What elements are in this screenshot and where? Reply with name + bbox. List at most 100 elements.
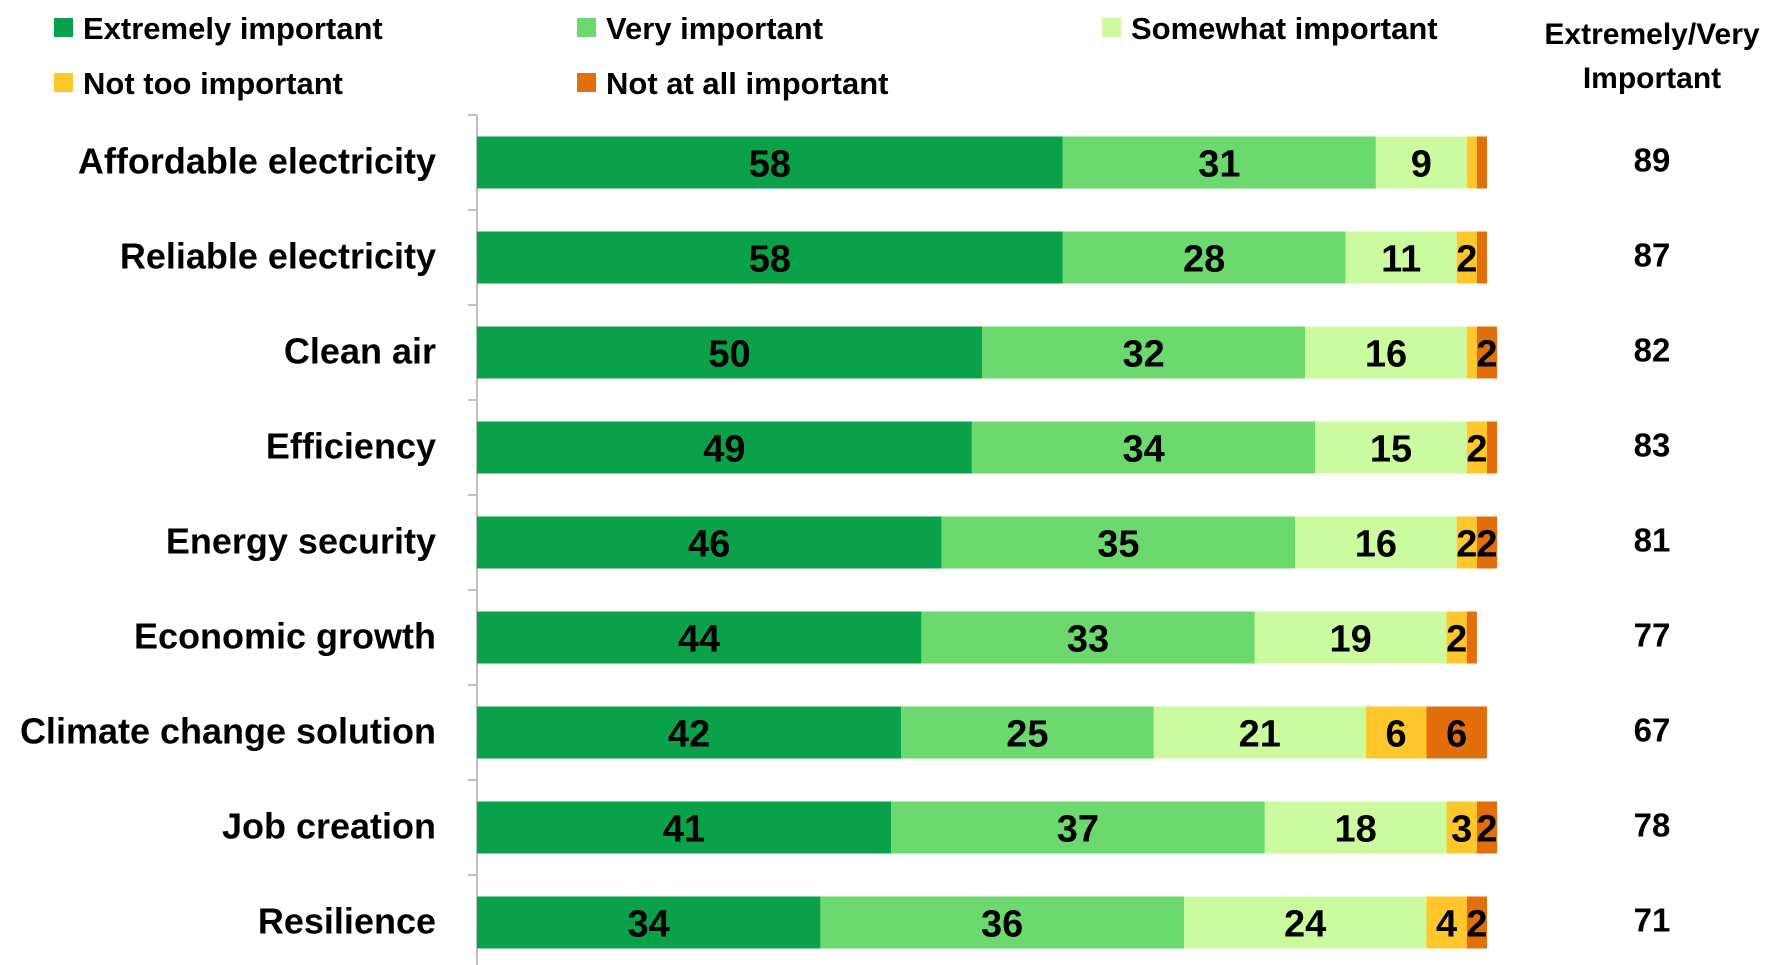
- bar-segment-not-at-all-important: [1466, 896, 1487, 949]
- bar-segment-somewhat-important: [1375, 136, 1467, 189]
- data-label-somewhat-important: 15: [1370, 429, 1412, 471]
- bar-segment-very-important: [941, 516, 1296, 569]
- bar-row-resilience: 34 36 24 4 2: [477, 896, 1487, 949]
- legend-label-very-important: Very important: [606, 11, 823, 46]
- category-label: Reliable electricity: [120, 236, 436, 277]
- bar-segment-not-too-important: [1446, 611, 1467, 664]
- data-label-very-important: 32: [1122, 334, 1164, 376]
- category-label: Efficiency: [266, 426, 436, 467]
- data-label-not-at-all-important: 2: [1466, 904, 1487, 946]
- data-label-not-at-all-important: 2: [1476, 809, 1497, 851]
- data-label-not-too-important: 3: [1451, 809, 1472, 851]
- bar-segment-not-at-all-important: [1487, 421, 1498, 474]
- data-label-not-too-important: 2: [1466, 429, 1487, 471]
- data-label-extremely-important: 44: [678, 619, 720, 661]
- category-label: Climate change solution: [20, 711, 436, 752]
- category-label: Energy security: [166, 521, 436, 562]
- legend-label-not-at-all-important: Not at all important: [606, 66, 888, 101]
- data-label-not-too-important: 4: [1436, 904, 1457, 946]
- bar-segment-somewhat-important: [1264, 801, 1447, 854]
- data-label-extremely-important: 34: [628, 904, 670, 946]
- bar-segment-not-too-important: [1365, 706, 1427, 759]
- data-label-not-at-all-important: 2: [1476, 524, 1497, 566]
- data-label-extremely-important: 42: [668, 714, 710, 756]
- legend: Extremely important Very important Somewha…: [54, 11, 1438, 101]
- data-label-not-too-important: 2: [1456, 524, 1477, 566]
- bar-segment-not-at-all-important: [1476, 326, 1498, 379]
- bar-row-energy-security: 46 35 16 2 2: [477, 516, 1498, 569]
- total-value: 77: [1634, 617, 1671, 654]
- bar-segment-not-at-all-important: [1476, 136, 1487, 189]
- total-value: 83: [1634, 427, 1671, 464]
- legend-swatch-not-at-all-important: [577, 73, 596, 92]
- data-label-not-too-important: 2: [1446, 619, 1467, 661]
- bar-segment-very-important: [921, 611, 1255, 664]
- data-label-very-important: 36: [981, 904, 1023, 946]
- bar-segment-somewhat-important: [1184, 896, 1427, 949]
- category-label: Job creation: [222, 806, 436, 847]
- bar-segment-somewhat-important: [1305, 326, 1467, 379]
- bar-segment-not-at-all-important: [1476, 801, 1498, 854]
- bar-segment-very-important: [891, 801, 1265, 854]
- bar-segment-very-important: [1062, 136, 1376, 189]
- total-value: 67: [1634, 712, 1671, 749]
- bar-segment-extremely-important: [477, 706, 902, 759]
- data-label-somewhat-important: 11: [1381, 239, 1421, 281]
- data-label-very-important: 25: [1006, 714, 1048, 756]
- bar-segment-not-at-all-important: [1466, 611, 1477, 664]
- data-label-somewhat-important: 19: [1330, 619, 1372, 661]
- bar-segment-very-important: [901, 706, 1154, 759]
- bar-row-reliable-electricity: 58 28 11 2: [477, 231, 1487, 284]
- bar-row-clean-air: 50 32 16 2: [477, 326, 1498, 379]
- data-label-very-important: 34: [1122, 429, 1164, 471]
- totals-header: Extremely/Very Important: [1544, 18, 1759, 95]
- legend-swatch-not-too-important: [54, 73, 73, 92]
- bar-segment-not-at-all-important: [1476, 516, 1498, 569]
- bar-segment-extremely-important: [477, 231, 1063, 284]
- bar-segment-not-too-important: [1466, 326, 1477, 379]
- bar-row-climate-change-solution: 42 25 21 6 6: [477, 706, 1487, 759]
- data-label-not-too-important: 2: [1456, 239, 1477, 281]
- bar-segment-extremely-important: [477, 421, 972, 474]
- legend-label-extremely-important: Extremely important: [83, 11, 383, 46]
- data-label-extremely-important: 46: [688, 524, 730, 566]
- bar-segment-not-too-important: [1456, 231, 1477, 284]
- data-label-very-important: 37: [1057, 809, 1099, 851]
- data-label-extremely-important: 58: [749, 239, 791, 281]
- bar-row-economic-growth: 44 33 19 2: [477, 611, 1477, 664]
- totals-header-line-1: Extremely/Very: [1544, 18, 1759, 51]
- totals-header-line-2: Important: [1583, 62, 1721, 95]
- bar-segment-extremely-important: [477, 516, 942, 569]
- data-label-somewhat-important: 21: [1239, 714, 1281, 756]
- bar-segment-not-too-important: [1466, 421, 1487, 474]
- data-label-very-important: 33: [1067, 619, 1109, 661]
- category-label: Economic growth: [134, 616, 436, 657]
- total-value: 87: [1634, 237, 1671, 274]
- data-label-not-at-all-important: 6: [1446, 714, 1467, 756]
- data-label-very-important: 35: [1097, 524, 1139, 566]
- bar-row-affordable-electricity: 58 31 9: [477, 136, 1487, 189]
- data-label-somewhat-important: 24: [1284, 904, 1326, 946]
- data-label-somewhat-important: 9: [1411, 144, 1432, 186]
- bar-segment-somewhat-important: [1345, 231, 1457, 284]
- data-label-not-too-important: 6: [1386, 714, 1407, 756]
- bar-row-job-creation: 41 37 18 3 2: [477, 801, 1498, 854]
- total-value: 82: [1634, 332, 1671, 369]
- bar-segment-not-at-all-important: [1476, 231, 1487, 284]
- legend-swatch-very-important: [577, 18, 596, 37]
- legend-swatch-extremely-important: [54, 18, 73, 37]
- bar-segment-very-important: [971, 421, 1316, 474]
- data-label-extremely-important: 41: [663, 809, 705, 851]
- bar-segment-not-too-important: [1446, 801, 1477, 854]
- totals-column: 89 87 82 83 81 77 67 78 71: [1634, 142, 1671, 939]
- bar-segment-not-too-important: [1466, 136, 1477, 189]
- bar-segment-not-at-all-important: [1426, 706, 1487, 759]
- bar-row-efficiency: 49 34 15 2: [477, 421, 1498, 474]
- data-label-extremely-important: 49: [703, 429, 745, 471]
- data-label-not-at-all-important: 2: [1476, 334, 1497, 376]
- total-value: 81: [1634, 522, 1671, 559]
- category-label: Resilience: [258, 901, 436, 942]
- bar-segment-very-important: [820, 896, 1184, 949]
- bar-segment-somewhat-important: [1254, 611, 1447, 664]
